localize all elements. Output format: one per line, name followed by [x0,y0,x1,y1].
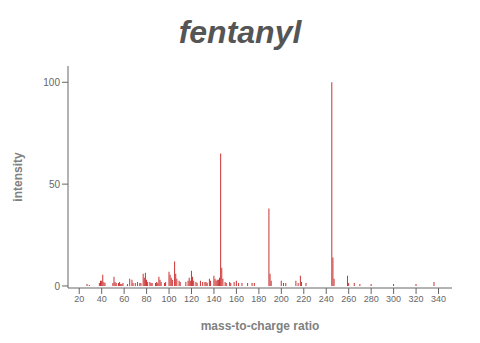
svg-text:200: 200 [274,294,289,304]
svg-text:240: 240 [319,294,334,304]
svg-text:180: 180 [251,294,266,304]
svg-text:0: 0 [54,281,60,292]
svg-text:340: 340 [431,294,446,304]
svg-text:280: 280 [364,294,379,304]
svg-text:120: 120 [184,294,199,304]
svg-text:40: 40 [97,294,107,304]
svg-text:80: 80 [142,294,152,304]
svg-text:mass-to-charge ratio: mass-to-charge ratio [201,319,320,333]
svg-text:220: 220 [296,294,311,304]
html-text:fentanyl: fentanyl [178,14,302,50]
svg-text:140: 140 [206,294,221,304]
svg-text:300: 300 [386,294,401,304]
svg-text:20: 20 [74,294,84,304]
svg-text:160: 160 [229,294,244,304]
svg-text:100: 100 [43,77,60,88]
svg-text:260: 260 [341,294,356,304]
svg-text:100: 100 [162,294,177,304]
svg-text:intensity: intensity [11,152,25,202]
svg-text:50: 50 [49,179,61,190]
svg-text:60: 60 [119,294,129,304]
svg-text:320: 320 [409,294,424,304]
